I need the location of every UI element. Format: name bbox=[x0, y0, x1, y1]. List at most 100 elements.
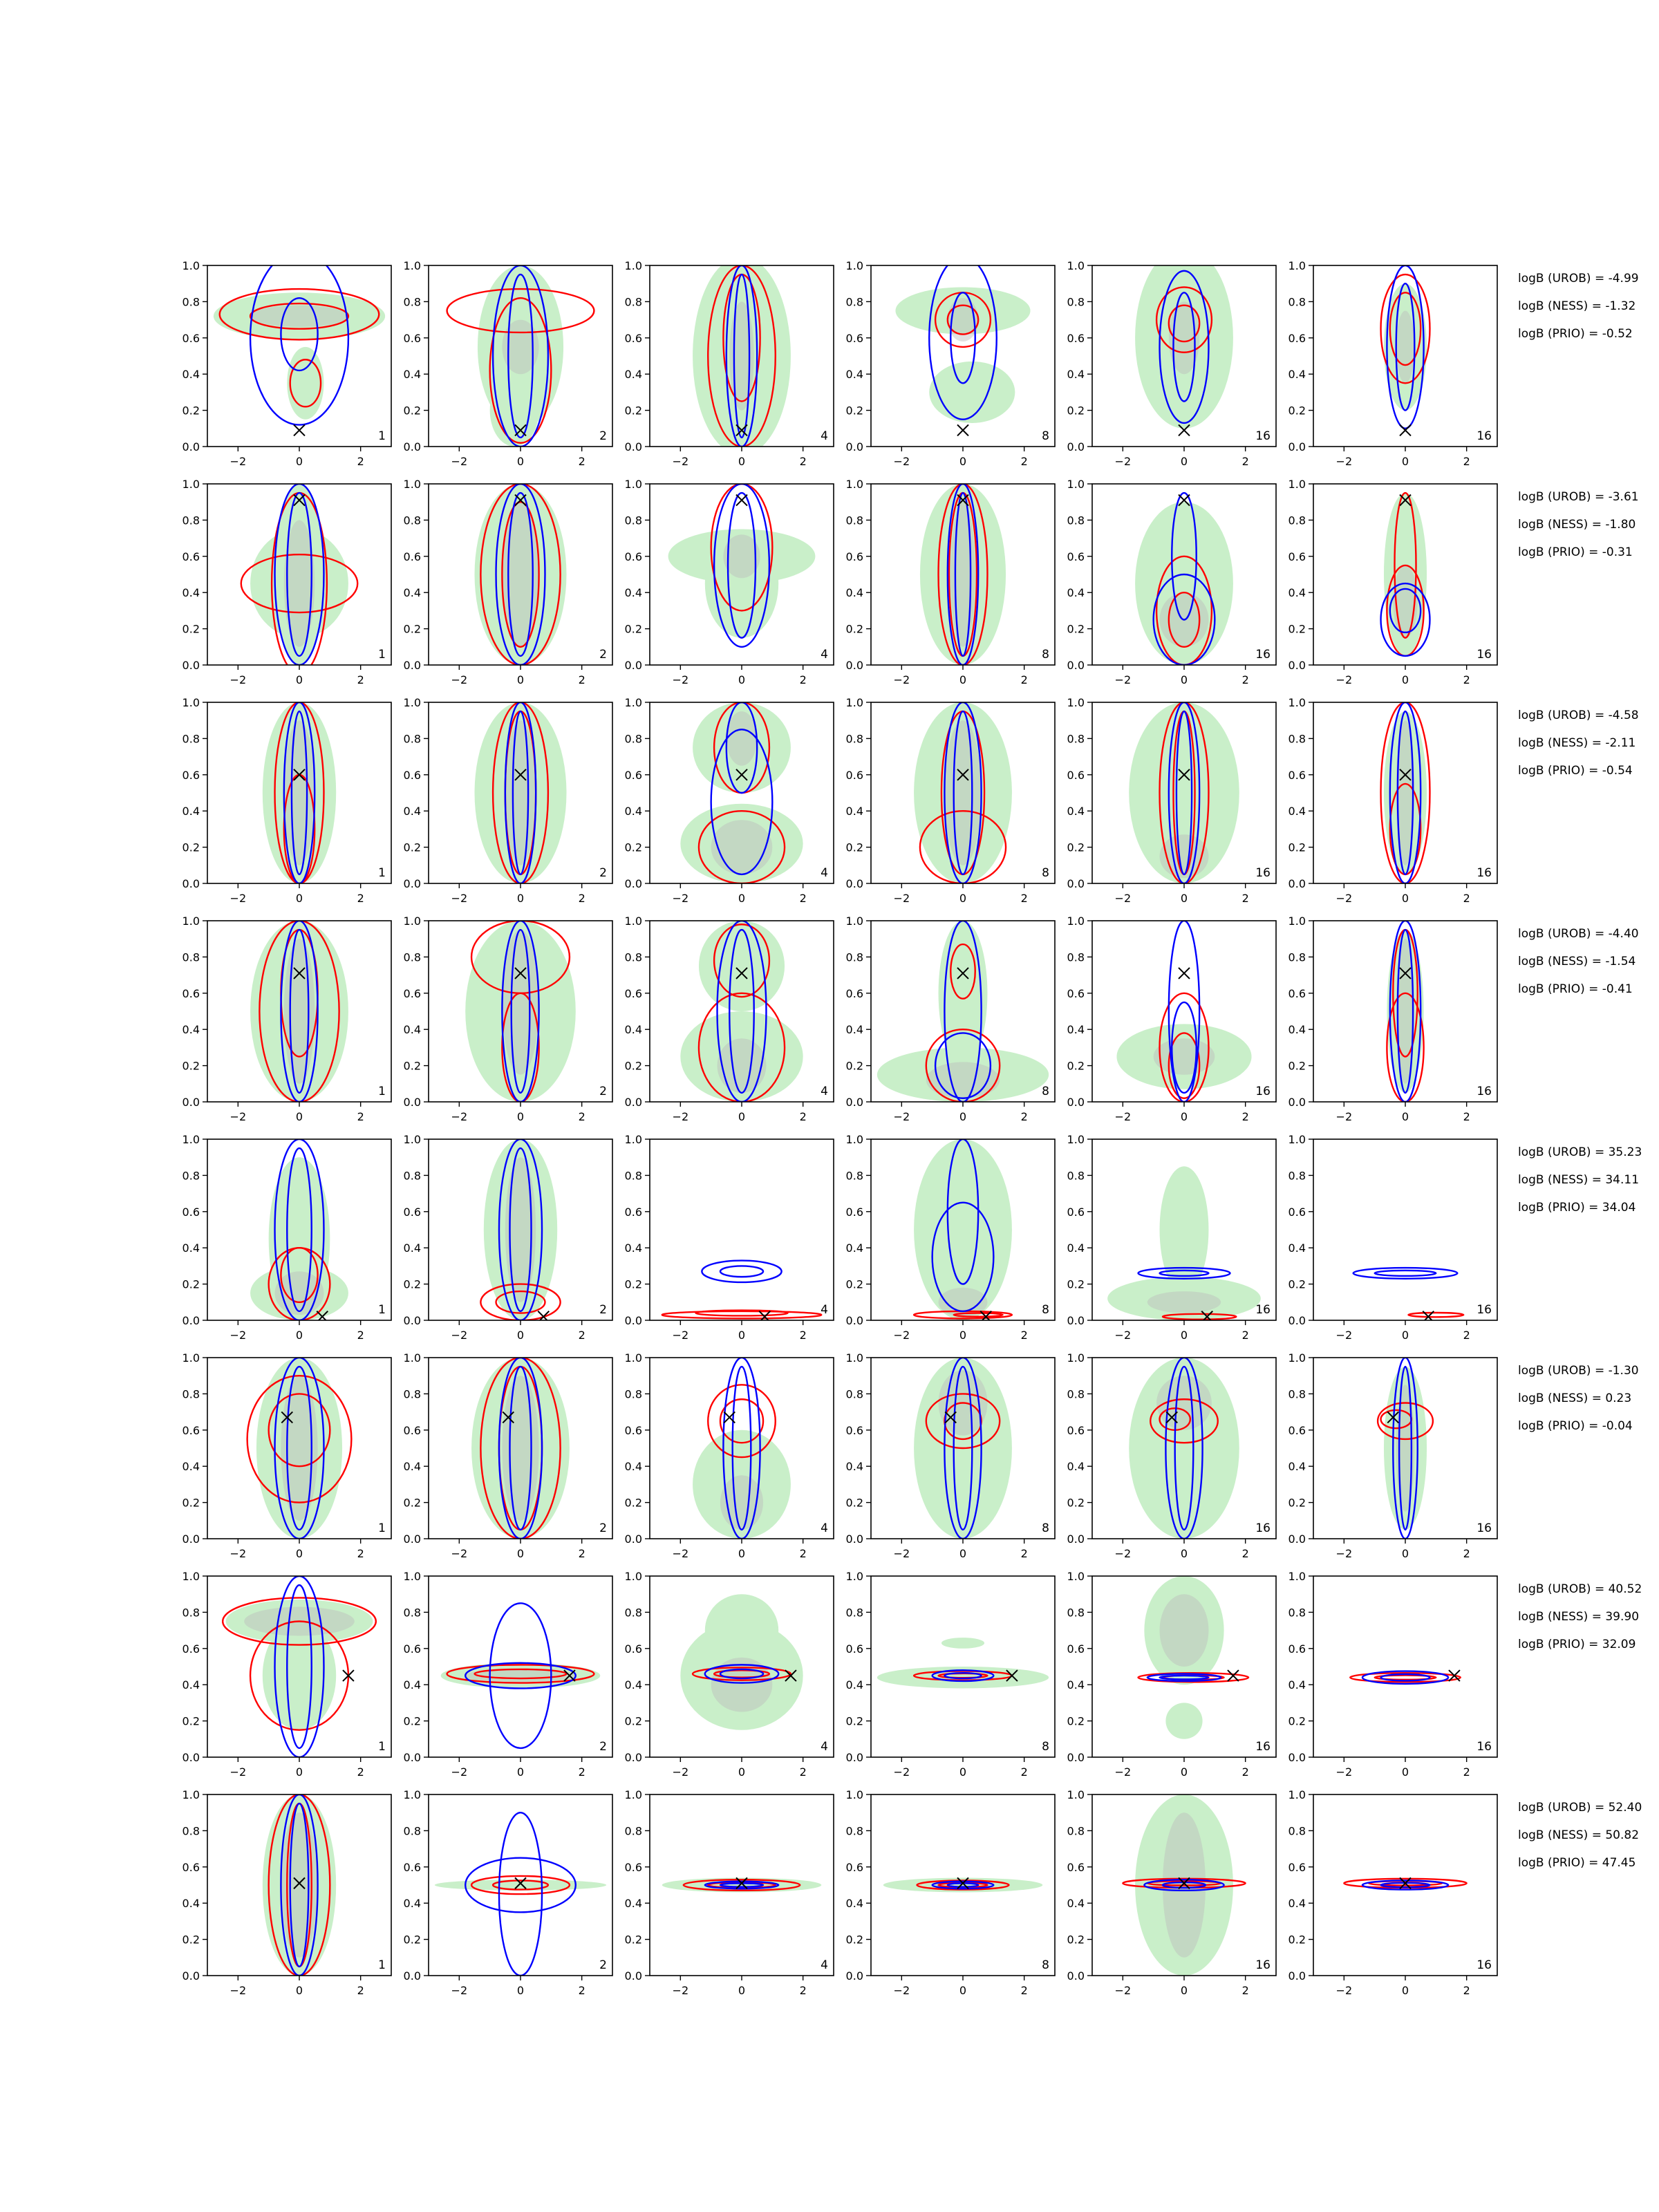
blue-contour bbox=[946, 1139, 980, 1285]
y-tick-label: 0.0 bbox=[182, 440, 200, 453]
x-tick-label: −2 bbox=[1336, 1547, 1353, 1560]
y-tick-label: 0.8 bbox=[182, 950, 200, 964]
red-contour bbox=[289, 359, 322, 408]
y-tick-label: 0.2 bbox=[625, 1497, 642, 1510]
red-contour bbox=[713, 924, 771, 998]
y-tick-label: 0.0 bbox=[625, 659, 642, 672]
blue-contour bbox=[501, 921, 540, 1102]
y-tick-label: 0.2 bbox=[846, 623, 863, 636]
y-tick-label: 0.4 bbox=[182, 1241, 200, 1255]
blue-contour bbox=[1374, 1269, 1437, 1277]
true-value-marker bbox=[1399, 494, 1412, 507]
y-tick-label: 0.8 bbox=[404, 1169, 421, 1182]
axes-frame bbox=[1313, 1575, 1498, 1758]
panel-corner-label: 16 bbox=[1255, 429, 1271, 443]
blue-contour bbox=[934, 1032, 992, 1099]
reference-fill-inner bbox=[283, 939, 315, 1084]
x-tick-label: 2 bbox=[579, 1547, 585, 1560]
y-tick-label: 1.0 bbox=[1288, 1133, 1306, 1146]
panel-corner-label: 8 bbox=[1042, 1740, 1049, 1754]
x-tick-label: 0 bbox=[1181, 1329, 1188, 1342]
reference-fill-outer bbox=[465, 921, 576, 1102]
panel-r1-c1: −2 0 2 0.0 0.2 0.4 0.6 0.8 1.0 1 bbox=[182, 259, 392, 468]
y-tick-label: 0.4 bbox=[846, 1678, 863, 1691]
reference-fill-outer bbox=[268, 1157, 330, 1320]
reference-fill-outer bbox=[1144, 1576, 1224, 1685]
x-tick-label: −2 bbox=[1336, 1329, 1353, 1342]
y-tick-label: 0.2 bbox=[182, 1933, 200, 1947]
x-tick-label: 0 bbox=[296, 1329, 303, 1342]
true-value-marker bbox=[1201, 1311, 1213, 1320]
y-tick-label: 0.2 bbox=[846, 1497, 863, 1510]
panel-row-8: −2 0 2 0.0 0.2 0.4 0.6 0.8 1.0 1 −2 0 2 0.0 0.2 0.4 0.6 0… bbox=[182, 1788, 1642, 1997]
panel-corner-label: 8 bbox=[1042, 648, 1049, 662]
axes-frame bbox=[649, 1138, 834, 1321]
red-contour bbox=[1161, 1313, 1237, 1320]
panel-corner-label: 2 bbox=[599, 1740, 607, 1754]
y-tick-label: 0.6 bbox=[1288, 550, 1306, 563]
y-tick-label: 0.8 bbox=[846, 514, 863, 527]
plot-area bbox=[446, 265, 595, 447]
x-tick-label: 0 bbox=[1181, 1547, 1188, 1560]
blue-contour bbox=[507, 273, 534, 439]
x-tick-label: 0 bbox=[738, 1984, 745, 1997]
logb-annotation: logB (UROB) = 52.40 bbox=[1518, 1801, 1642, 1815]
red-contour bbox=[713, 1669, 771, 1678]
y-tick-label: 0.8 bbox=[182, 1824, 200, 1837]
panel-r2-c2: −2 0 2 0.0 0.2 0.4 0.6 0.8 1.0 2 bbox=[404, 478, 613, 686]
y-tick-label: 0.4 bbox=[1067, 1678, 1085, 1691]
red-contour bbox=[1386, 992, 1425, 1102]
x-tick-label: 2 bbox=[357, 1110, 364, 1123]
y-tick-label: 1.0 bbox=[182, 1133, 200, 1146]
panel-corner-label: 2 bbox=[599, 429, 607, 443]
blue-contour bbox=[286, 491, 312, 657]
x-tick-label: −2 bbox=[1336, 1984, 1353, 1997]
y-tick-label: 0.2 bbox=[182, 1715, 200, 1728]
y-tick-label: 0.6 bbox=[404, 1861, 421, 1874]
y-tick-label: 1.0 bbox=[182, 478, 200, 491]
x-tick-label: −2 bbox=[230, 1110, 247, 1123]
red-contour bbox=[240, 553, 359, 614]
plot-area bbox=[1349, 1669, 1461, 1685]
y-tick-label: 1.0 bbox=[846, 1351, 863, 1365]
y-tick-label: 0.8 bbox=[1067, 1606, 1085, 1619]
true-value-marker bbox=[1178, 967, 1190, 980]
panel-r5-c5: −2 0 2 0.0 0.2 0.4 0.6 0.8 1.0 16 bbox=[1067, 1133, 1277, 1342]
x-tick-label: −2 bbox=[451, 1765, 468, 1779]
y-tick-label: 1.0 bbox=[1067, 478, 1085, 491]
panel-r7-c4: −2 0 2 0.0 0.2 0.4 0.6 0.8 1.0 8 bbox=[846, 1570, 1056, 1779]
reference-fill-inner bbox=[726, 711, 758, 766]
y-tick-label: 0.6 bbox=[846, 1206, 863, 1219]
x-tick-label: 2 bbox=[1463, 1765, 1470, 1779]
reference-fill-inner bbox=[1159, 1594, 1209, 1667]
y-tick-label: 0.0 bbox=[625, 1314, 642, 1327]
reference-fill-outer bbox=[1116, 1024, 1252, 1089]
x-tick-label: −2 bbox=[1115, 1984, 1132, 1997]
x-tick-label: 0 bbox=[738, 1329, 745, 1342]
panel-corner-label: 1 bbox=[378, 1303, 386, 1317]
reference-fill-outer bbox=[262, 1621, 337, 1730]
y-tick-label: 0.0 bbox=[1067, 1533, 1085, 1546]
y-tick-label: 0.2 bbox=[182, 1060, 200, 1073]
red-contour bbox=[501, 992, 540, 1102]
x-tick-label: 0 bbox=[517, 673, 524, 686]
reference-fill-outer bbox=[1129, 1358, 1239, 1539]
true-value-marker bbox=[514, 1877, 527, 1890]
true-value-marker bbox=[785, 1669, 797, 1682]
true-value-marker bbox=[502, 1411, 514, 1424]
true-value-marker bbox=[342, 1669, 355, 1682]
y-tick-label: 0.6 bbox=[846, 550, 863, 563]
y-tick-label: 0.2 bbox=[182, 623, 200, 636]
x-tick-label: 2 bbox=[1021, 1547, 1028, 1560]
y-tick-label: 0.2 bbox=[1288, 1497, 1306, 1510]
logb-annotation: logB (PRIO) = -0.31 bbox=[1518, 545, 1633, 559]
y-tick-label: 0.8 bbox=[1288, 950, 1306, 964]
y-tick-label: 0.2 bbox=[846, 841, 863, 854]
reference-fill-outer bbox=[1107, 1277, 1261, 1320]
blue-contour bbox=[928, 265, 997, 420]
x-tick-label: −2 bbox=[894, 1110, 910, 1123]
y-tick-label: 1.0 bbox=[1067, 259, 1085, 272]
red-contour bbox=[1376, 1402, 1434, 1441]
y-tick-label: 0.0 bbox=[1288, 877, 1306, 890]
plot-area bbox=[662, 1877, 822, 1893]
